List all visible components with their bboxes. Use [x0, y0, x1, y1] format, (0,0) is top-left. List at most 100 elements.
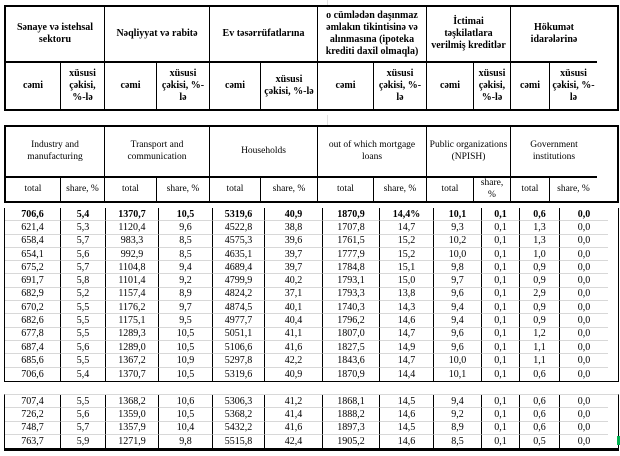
column-group-label: Government institutions — [510, 127, 597, 178]
column-group-label: Hökumət idarələrinə — [510, 7, 597, 63]
table-cell: 8,5 — [158, 247, 212, 262]
table-cell: 9,3 — [433, 221, 481, 235]
table-cell: 10,9 — [158, 354, 212, 368]
subheader-share: share, % — [260, 178, 317, 201]
table-cell: 1357,9 — [105, 421, 158, 435]
column-group-label: Industry and manufacturing — [6, 127, 104, 178]
table-cell: 14,3 — [379, 301, 433, 315]
table-cell: 1897,3 — [322, 421, 379, 435]
table-cell: 5051,1 — [212, 327, 264, 341]
column-group-label: İctimai təşkilatlara verilmiş kreditlər — [426, 7, 510, 63]
table-cell: 1,0 — [519, 247, 559, 262]
table-cell: 0,6 — [519, 395, 559, 409]
table-cell: 5,9 — [60, 434, 105, 449]
table-cell: 14,7 — [379, 354, 433, 368]
table-cell: 706,6 — [21, 368, 44, 380]
table-cell: 38,8 — [264, 221, 322, 235]
table-cell: 5,7 — [60, 261, 105, 275]
table-cell: 1175,1 — [105, 314, 158, 328]
table-cell: 42,4 — [264, 434, 322, 449]
table-cell: 15,1 — [379, 261, 433, 275]
table-cell: 0,0 — [559, 395, 608, 409]
table-cell: 5319,6 — [212, 367, 264, 381]
selection-edge-marker — [617, 436, 620, 445]
table-cell: 40,1 — [264, 301, 322, 315]
table-cell: 983,3 — [105, 234, 158, 248]
table-cell: 15,2 — [379, 234, 433, 248]
table-cell: 5,5 — [60, 354, 105, 368]
table-cell: 39,7 — [264, 261, 322, 275]
table-cell: 1870,9 — [322, 367, 379, 381]
table-cell: 1120,4 — [105, 221, 158, 235]
table-cell: 14,6 — [379, 408, 433, 422]
table-cell: 9,6 — [433, 340, 481, 355]
table-cell: 0,1 — [481, 421, 519, 435]
table-cell: 1827,5 — [322, 340, 379, 355]
table-cell: 1289,0 — [105, 340, 158, 355]
table-cell: 10,5 — [158, 408, 212, 422]
background-gridline — [327, 0, 328, 5]
subheader-total: total — [209, 178, 260, 201]
table-cell: 5,6 — [60, 340, 105, 355]
table-cell: 5,5 — [60, 301, 105, 315]
table-cell: 14,7 — [379, 221, 433, 235]
table-cell: 14,7 — [379, 327, 433, 341]
table-cell: 1271,9 — [105, 434, 158, 449]
table-cell: 14,4% — [379, 208, 433, 222]
table-cell: 0,1 — [481, 434, 519, 449]
table-cell: 1784,8 — [322, 261, 379, 275]
table-cell: 10,5 — [158, 208, 212, 222]
table-cell: 0,0 — [559, 367, 608, 381]
table-cell: 5,6 — [60, 408, 105, 422]
table-cell: 5,4 — [60, 367, 105, 381]
table-cell: 0,1 — [481, 247, 519, 262]
table-cell: 8,9 — [158, 287, 212, 302]
table-cell: 0,0 — [559, 247, 608, 262]
table-cell: 707,4 — [5, 395, 60, 409]
table-cell: 4977,7 — [212, 314, 264, 328]
table-cell: 10,6 — [158, 395, 212, 409]
table-cell: 0,1 — [481, 261, 519, 275]
subheader-share: share, % — [473, 178, 510, 201]
table-cell: 1793,1 — [322, 274, 379, 288]
table-cell: 0,6 — [519, 367, 559, 381]
table-cell: 9,4 — [433, 314, 481, 328]
table-cell: 14,6 — [379, 434, 433, 449]
table-cell: 14,6 — [379, 314, 433, 328]
subheader-share: xüsusi çəkisi, %-lə — [60, 63, 104, 109]
table-cell: 0,0 — [559, 274, 608, 288]
table-cell: 9,5 — [158, 314, 212, 328]
table-cell: 9,6 — [433, 327, 481, 341]
table-cell: 4689,4 — [212, 261, 264, 275]
table-cell: 1888,2 — [322, 408, 379, 422]
table-cell: 41,4 — [264, 408, 322, 422]
table-cell: 1370,7 — [105, 208, 158, 222]
table-cell: 1,3 — [519, 221, 559, 235]
table-cell: 726,2 — [5, 408, 60, 422]
table-cell: 682,6 — [5, 314, 60, 328]
table-cell: 0,1 — [481, 367, 519, 381]
table-cell: 10,0 — [433, 247, 481, 262]
table-cell: 1905,2 — [322, 434, 379, 449]
table-cell: 0,9 — [519, 261, 559, 275]
table-cell: 5,4 — [60, 208, 105, 222]
subheader-share: xüsusi çəkisi, %-lə — [260, 63, 317, 109]
table-cell: 1,3 — [519, 234, 559, 248]
table-cell: 1176,2 — [105, 301, 158, 315]
table-cell: 0,9 — [519, 314, 559, 328]
table-cell: 0,0 — [559, 301, 608, 315]
subheader-total: cəmi — [317, 63, 373, 109]
column-group-label: Ev təsərrüfatlarına — [209, 7, 317, 63]
subheader-share: share, % — [373, 178, 426, 201]
column-group-label: Transport and communication — [104, 127, 209, 178]
table-cell: 1289,3 — [105, 327, 158, 341]
column-group-label: Sənaye və istehsal sektoru — [6, 7, 104, 63]
table-cell: 9,4 — [433, 395, 481, 409]
table-cell: 0,0 — [559, 221, 608, 235]
column-group-label: Households — [209, 127, 317, 178]
table-cell: 5,8 — [60, 274, 105, 288]
table-cell: 13,8 — [379, 287, 433, 302]
table-cell: 4575,3 — [212, 234, 264, 248]
table-cell: 9,2 — [433, 408, 481, 422]
